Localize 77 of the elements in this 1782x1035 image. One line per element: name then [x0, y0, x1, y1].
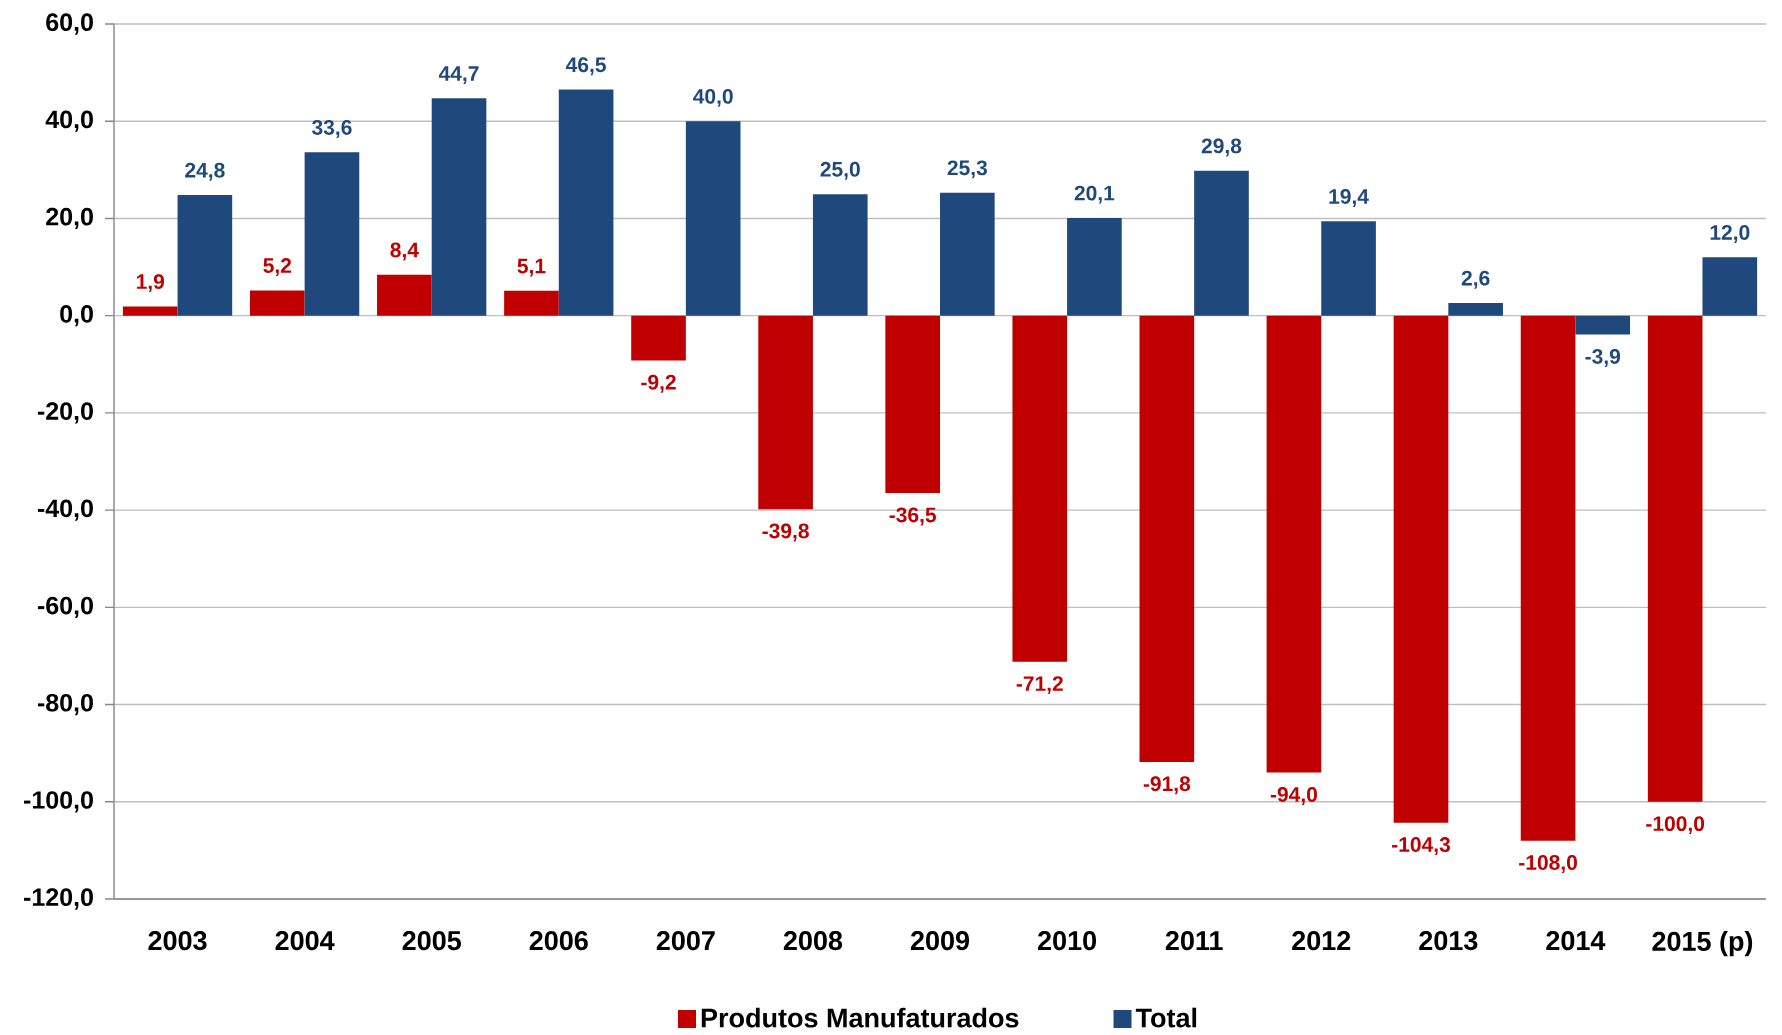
x-tick-label: 2014 — [1546, 931, 1606, 951]
x-tick-label: 2013 — [1419, 931, 1478, 951]
data-label: 29,8 — [1201, 138, 1242, 157]
x-tick-label: 2009 — [910, 931, 970, 951]
bar — [1266, 315, 1322, 773]
data-label: 24,8 — [185, 162, 225, 181]
data-label: -36,5 — [889, 507, 937, 526]
x-tick-label: 2005 — [402, 931, 461, 951]
bar — [631, 315, 686, 361]
bar — [758, 315, 813, 510]
bar — [1393, 315, 1449, 823]
data-label: 33,6 — [311, 120, 352, 138]
data-label: 44,7 — [438, 66, 479, 84]
y-tick-label: -40,0 — [37, 499, 93, 521]
bar — [122, 306, 178, 316]
bar — [249, 290, 305, 316]
bar — [1194, 170, 1249, 316]
y-tick-label: -120,0 — [24, 888, 93, 910]
x-tick-label: 2010 — [1038, 931, 1097, 951]
data-label: 5,1 — [517, 258, 546, 277]
y-tick-label: -80,0 — [37, 693, 93, 716]
bar — [1448, 303, 1503, 316]
data-label: -94,0 — [1270, 787, 1317, 805]
bar — [1575, 315, 1631, 335]
data-label: 2,6 — [1461, 270, 1490, 289]
data-label: -91,8 — [1143, 776, 1191, 795]
x-tick-label: 2012 — [1292, 931, 1351, 951]
data-label: 5,2 — [263, 258, 292, 276]
data-label: -9,2 — [641, 374, 676, 393]
bar — [1702, 257, 1758, 316]
bar — [558, 89, 614, 316]
bar — [885, 315, 941, 494]
data-label: 25,3 — [947, 160, 987, 179]
data-label: 20,1 — [1074, 185, 1115, 204]
bar — [940, 192, 995, 316]
bar — [177, 195, 233, 316]
data-label: -108,0 — [1519, 855, 1577, 873]
y-tick-label: 20,0 — [46, 207, 93, 230]
bar — [504, 290, 559, 316]
bar — [1067, 217, 1122, 316]
x-tick-label: 2004 — [275, 931, 335, 951]
data-label: 1,9 — [136, 274, 165, 293]
data-label: 40,0 — [693, 88, 733, 107]
x-tick-label: 2006 — [529, 931, 588, 951]
y-tick-label: 60,0 — [46, 13, 93, 35]
y-tick-label: 0,0 — [60, 305, 93, 327]
x-tick-label: 2007 — [656, 931, 715, 951]
bar — [812, 194, 868, 316]
data-label: 19,4 — [1329, 189, 1369, 207]
bar — [1321, 221, 1376, 316]
legend-label: Total — [1135, 1007, 1197, 1028]
bar — [685, 121, 741, 316]
bar — [1520, 315, 1576, 841]
legend-label: Produtos Manufaturados — [701, 1007, 1019, 1028]
x-tick-label: 2008 — [783, 931, 843, 951]
bar — [304, 152, 360, 316]
bar — [1647, 315, 1703, 802]
data-label: 12,0 — [1710, 225, 1750, 243]
x-tick-label: 2003 — [148, 931, 207, 951]
x-tick-label: 2011 — [1165, 931, 1223, 951]
bar — [431, 98, 487, 316]
x-tick-label: 2015 (p) — [1652, 931, 1753, 957]
data-label: -3,9 — [1585, 349, 1621, 367]
data-label: -71,2 — [1016, 676, 1063, 695]
data-label: 46,5 — [565, 57, 606, 76]
y-tick-label: -20,0 — [37, 402, 93, 424]
data-label: -104,3 — [1392, 837, 1450, 856]
bar — [1012, 315, 1068, 662]
data-label: 25,0 — [820, 161, 860, 180]
y-tick-label: -60,0 — [37, 596, 93, 618]
y-tick-label: 40,0 — [45, 110, 93, 132]
data-label: 8,4 — [390, 242, 419, 261]
data-label: -39,8 — [762, 523, 809, 542]
bar — [1139, 315, 1195, 762]
bar — [377, 274, 432, 316]
y-tick-label: -100,0 — [24, 791, 93, 813]
data-label: -100,0 — [1646, 816, 1705, 835]
